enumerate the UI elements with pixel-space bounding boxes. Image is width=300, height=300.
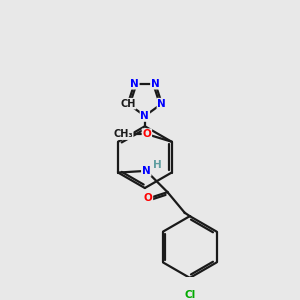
- Text: CH₃: CH₃: [113, 129, 133, 139]
- Text: O: O: [142, 129, 151, 139]
- Text: Cl: Cl: [184, 290, 195, 300]
- Text: CH: CH: [120, 99, 136, 109]
- Text: N: N: [151, 79, 160, 89]
- Text: N: N: [140, 111, 149, 121]
- Text: H: H: [153, 160, 162, 170]
- Text: O: O: [144, 193, 152, 203]
- Text: N: N: [130, 79, 139, 89]
- Text: N: N: [158, 99, 166, 109]
- Text: N: N: [142, 166, 151, 176]
